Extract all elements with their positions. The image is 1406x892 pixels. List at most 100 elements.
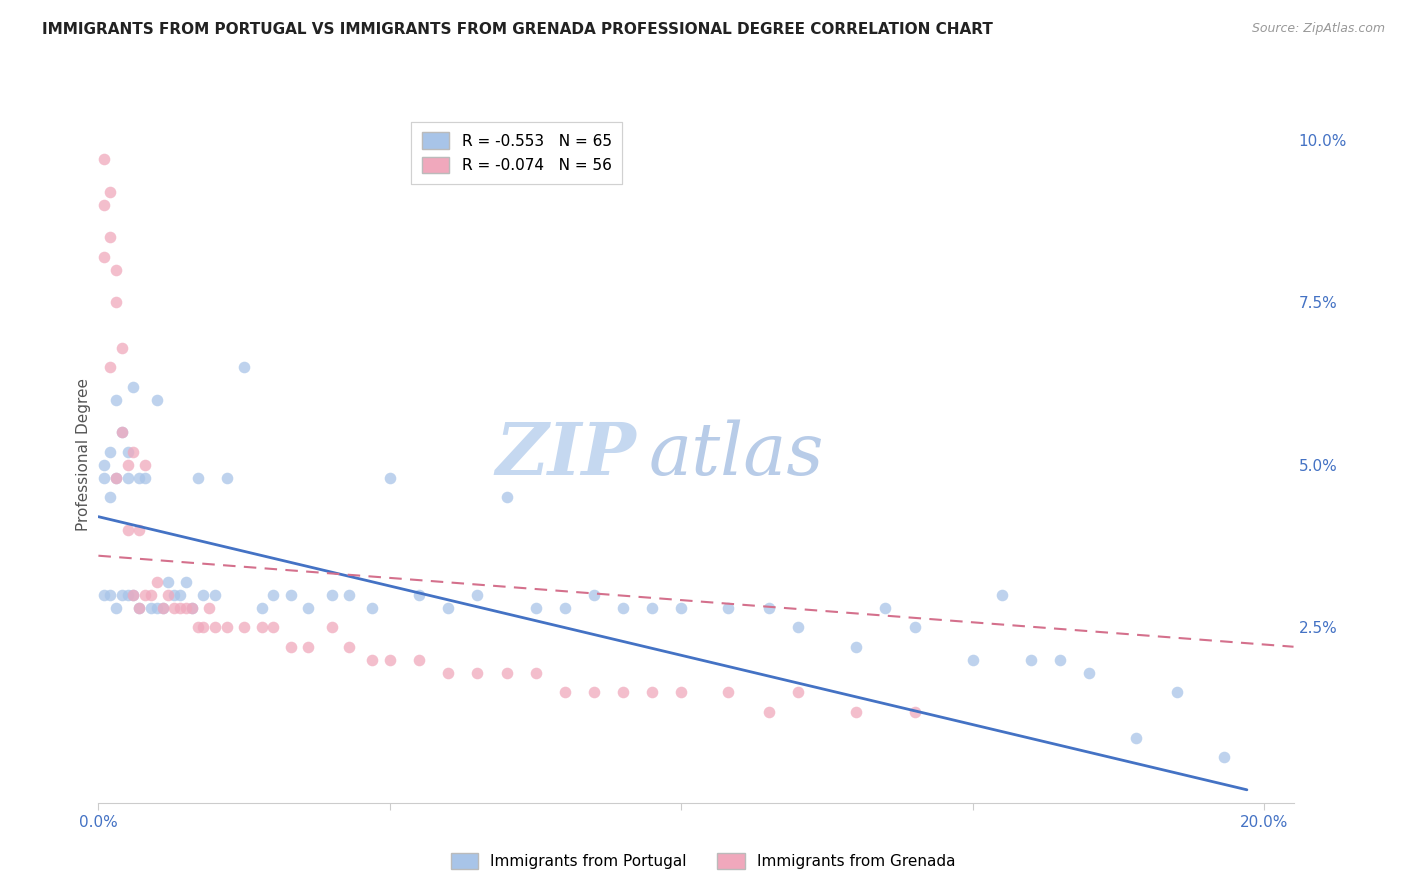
Point	[117, 588, 139, 602]
Point	[903, 620, 925, 634]
Point	[169, 600, 191, 615]
Point	[186, 471, 208, 485]
Point	[104, 600, 127, 615]
Point	[145, 392, 167, 407]
Point	[180, 600, 202, 615]
Point	[174, 600, 197, 615]
Point	[787, 685, 810, 699]
Point	[174, 574, 197, 589]
Point	[787, 620, 810, 634]
Text: ZIP: ZIP	[495, 419, 637, 491]
Point	[297, 600, 319, 615]
Point	[117, 471, 139, 485]
Text: Source: ZipAtlas.com: Source: ZipAtlas.com	[1251, 22, 1385, 36]
Point	[204, 620, 226, 634]
Point	[467, 588, 489, 602]
Point	[903, 705, 925, 719]
Point	[437, 665, 460, 680]
Point	[104, 392, 127, 407]
Point	[991, 588, 1014, 602]
Point	[1166, 685, 1188, 699]
Point	[104, 262, 127, 277]
Point	[145, 600, 167, 615]
Point	[180, 600, 202, 615]
Point	[717, 685, 740, 699]
Point	[233, 360, 256, 375]
Point	[117, 523, 139, 537]
Point	[215, 471, 238, 485]
Point	[186, 620, 208, 634]
Point	[641, 685, 664, 699]
Point	[111, 425, 134, 439]
Point	[134, 471, 156, 485]
Point	[962, 653, 984, 667]
Point	[1125, 731, 1147, 745]
Point	[524, 600, 547, 615]
Point	[758, 705, 780, 719]
Point	[117, 458, 139, 472]
Point	[671, 685, 693, 699]
Point	[361, 653, 384, 667]
Point	[111, 588, 134, 602]
Point	[163, 600, 186, 615]
Text: IMMIGRANTS FROM PORTUGAL VS IMMIGRANTS FROM GRENADA PROFESSIONAL DEGREE CORRELAT: IMMIGRANTS FROM PORTUGAL VS IMMIGRANTS F…	[42, 22, 993, 37]
Point	[128, 600, 150, 615]
Point	[139, 600, 162, 615]
Point	[612, 685, 634, 699]
Point	[361, 600, 384, 615]
Point	[524, 665, 547, 680]
Point	[554, 600, 576, 615]
Point	[139, 588, 162, 602]
Point	[122, 379, 145, 393]
Point	[758, 600, 780, 615]
Point	[297, 640, 319, 654]
Point	[93, 471, 115, 485]
Point	[128, 471, 150, 485]
Point	[337, 640, 360, 654]
Point	[163, 588, 186, 602]
Point	[93, 250, 115, 264]
Point	[337, 588, 360, 602]
Point	[280, 640, 302, 654]
Point	[582, 685, 605, 699]
Point	[98, 185, 121, 199]
Point	[134, 458, 156, 472]
Point	[98, 444, 121, 458]
Point	[134, 588, 156, 602]
Point	[378, 471, 401, 485]
Point	[98, 588, 121, 602]
Point	[408, 588, 430, 602]
Point	[495, 490, 517, 504]
Point	[157, 588, 180, 602]
Point	[145, 574, 167, 589]
Point	[169, 588, 191, 602]
Point	[250, 600, 273, 615]
Point	[717, 600, 740, 615]
Point	[122, 444, 145, 458]
Point	[98, 360, 121, 375]
Point	[93, 458, 115, 472]
Point	[204, 588, 226, 602]
Point	[321, 588, 343, 602]
Point	[280, 588, 302, 602]
Point	[378, 653, 401, 667]
Point	[671, 600, 693, 615]
Point	[495, 665, 517, 680]
Point	[321, 620, 343, 634]
Point	[193, 588, 215, 602]
Point	[845, 640, 868, 654]
Point	[262, 588, 284, 602]
Point	[104, 471, 127, 485]
Point	[467, 665, 489, 680]
Point	[554, 685, 576, 699]
Point	[193, 620, 215, 634]
Point	[104, 295, 127, 310]
Point	[215, 620, 238, 634]
Text: atlas: atlas	[648, 419, 824, 491]
Point	[128, 523, 150, 537]
Point	[111, 425, 134, 439]
Point	[93, 588, 115, 602]
Point	[152, 600, 174, 615]
Point	[1049, 653, 1071, 667]
Point	[612, 600, 634, 615]
